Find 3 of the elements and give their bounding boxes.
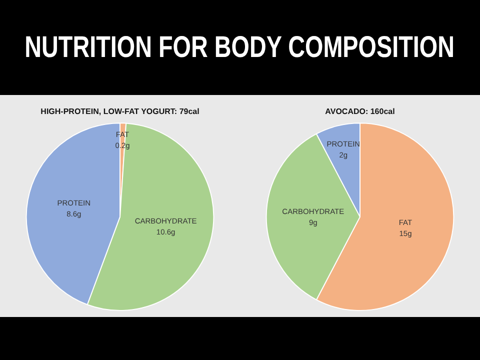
chart-title: HIGH-PROTEIN, LOW-FAT YOGURT: 79cal: [40, 107, 200, 116]
chart-title: AVOCADO: 160cal: [325, 107, 395, 116]
text: NUTRITION FOR BODY COMPOSITION: [25, 30, 455, 64]
